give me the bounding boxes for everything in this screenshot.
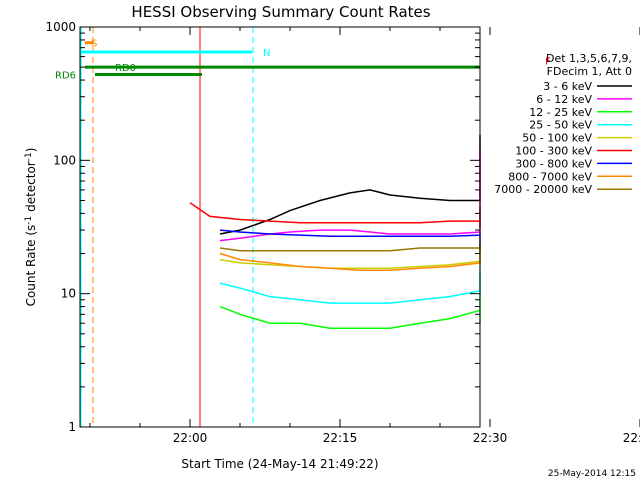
plot-area: S N F RD0 RD6 xyxy=(55,27,551,427)
series-line-2 xyxy=(219,274,481,330)
y-tick-label-3: 1000 xyxy=(45,20,76,34)
series-line-8 xyxy=(219,243,481,253)
legend-label-0: 3 - 6 keV xyxy=(543,80,592,93)
series-line-3 xyxy=(219,266,481,304)
flag-label-4: RD6 xyxy=(55,71,76,82)
y-axis-label-end: ) xyxy=(24,148,38,153)
x-tick-label-0: 22:00 xyxy=(173,431,208,445)
legend-label-3: 25 - 50 keV xyxy=(529,119,592,132)
y-tick-label-0: 1 xyxy=(68,420,76,434)
y-axis-label-main: Count Rate (s xyxy=(24,225,38,307)
series-line-1 xyxy=(219,147,481,242)
flag-label-0: S xyxy=(91,39,97,50)
y-axis-label-sup2: -1 xyxy=(24,152,34,161)
y-tick-label-2: 100 xyxy=(53,153,76,167)
x-tick-label-2: 22:30 xyxy=(473,431,508,445)
legend-label-2: 12 - 25 keV xyxy=(529,106,592,119)
y-tick-label-1: 10 xyxy=(61,287,76,301)
series-line-0 xyxy=(219,135,481,235)
y-axis-label: Count Rate (s-1 detector-1) xyxy=(24,148,38,307)
series-line-7 xyxy=(219,245,481,271)
legend-label-8: 7000 - 20000 keV xyxy=(494,183,592,196)
flag-label-3: RD0 xyxy=(115,63,136,74)
flag-label-1: N xyxy=(263,48,270,59)
legend-label-7: 800 - 7000 keV xyxy=(508,170,592,183)
series-line-6 xyxy=(219,229,481,248)
series-line-4 xyxy=(219,249,481,270)
chart-title: HESSI Observing Summary Count Rates xyxy=(131,3,430,21)
y-axis-label-mid: detector xyxy=(24,161,38,216)
x-tick-label-1: 22:15 xyxy=(323,431,358,445)
y-axis-label-sup: -1 xyxy=(24,216,34,225)
legend-label-4: 50 - 100 keV xyxy=(522,132,592,145)
legend-header-1: FDecim 1, Att 0 xyxy=(547,65,632,78)
series-line-5 xyxy=(189,202,481,229)
flag-label-2: F xyxy=(545,57,551,68)
plot-frame xyxy=(79,26,481,428)
legend-label-5: 100 - 300 keV xyxy=(515,145,592,158)
legend-label-6: 300 - 800 keV xyxy=(515,157,592,170)
x-tick-label-3: 22:45 xyxy=(623,431,640,445)
x-axis-label: Start Time (24-May-14 21:49:22) xyxy=(181,457,378,471)
legend-label-1: 6 - 12 keV xyxy=(536,93,592,106)
legend-header-0: Det 1,3,5,6,7,9, xyxy=(546,52,632,65)
footer-stamp: 25-May-2014 12:15 xyxy=(548,469,636,479)
legend: Det 1,3,5,6,7,9,FDecim 1, Att 0 3 - 6 keV… xyxy=(494,52,632,196)
